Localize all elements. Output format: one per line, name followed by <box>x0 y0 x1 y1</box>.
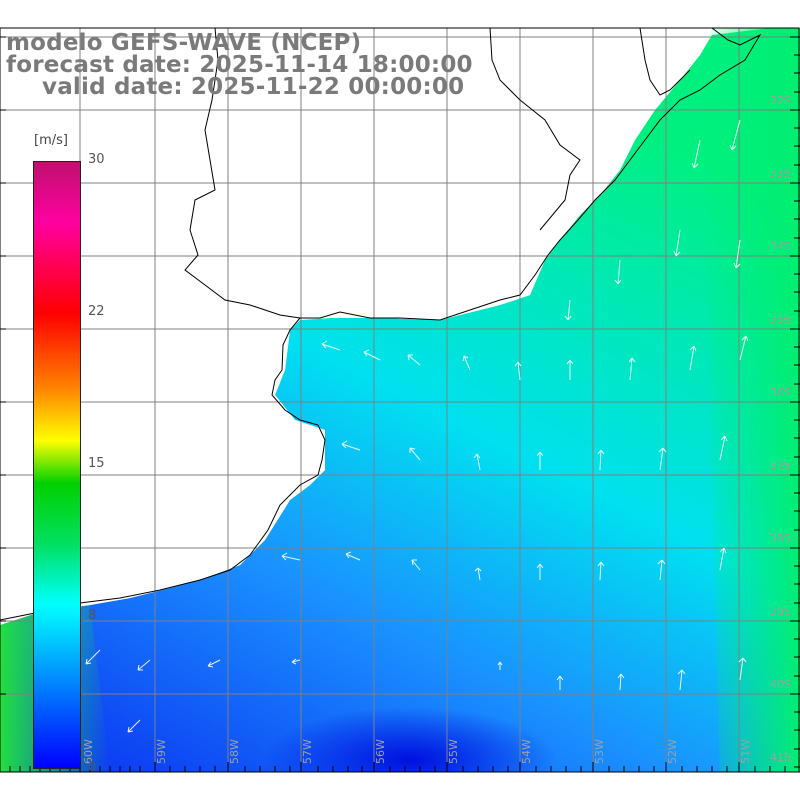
title-model: modelo GEFS-WAVE (NCEP) <box>6 30 362 56</box>
lon-label: 59W <box>155 739 168 764</box>
axis-ticks <box>0 36 800 773</box>
lat-label: 37S <box>770 459 791 472</box>
lat-labels: 32S 33S 34S 35S 36S 37S 38S 39S 40S 41S <box>770 94 791 764</box>
lat-label: 39S <box>770 605 791 618</box>
lat-label: 38S <box>770 532 791 545</box>
lon-labels: 60W 59W 58W 57W 56W 55W 54W 53W 52W 51W <box>82 739 752 764</box>
lon-label: 54W <box>520 739 533 764</box>
coastline <box>0 27 762 621</box>
legend-tick: 30 <box>88 152 105 167</box>
lon-label: 52W <box>666 739 679 764</box>
legend-tick: 22 <box>88 304 105 319</box>
colorbar <box>33 161 81 769</box>
lat-label: 34S <box>770 240 791 253</box>
lon-label: 57W <box>301 739 314 764</box>
lat-label: 41S <box>770 751 791 764</box>
lat-label: 33S <box>770 167 791 180</box>
title-valid-date: valid date: 2025-11-22 00:00:00 <box>42 74 465 100</box>
lat-label: 36S <box>770 386 791 399</box>
lat-label: 40S <box>770 678 791 691</box>
title-forecast-date: forecast date: 2025-11-14 18:00:00 <box>6 52 473 78</box>
lon-label: 58W <box>228 739 241 764</box>
lon-label: 53W <box>593 739 606 764</box>
lon-label: 56W <box>374 739 387 764</box>
lon-label: 51W <box>739 739 752 764</box>
lon-label: 60W <box>82 739 95 764</box>
lon-label: 55W <box>447 739 460 764</box>
lat-label: 35S <box>770 313 791 326</box>
legend-unit: [m/s] <box>34 133 68 148</box>
lat-label: 32S <box>770 94 791 107</box>
legend-tick: 0 <box>88 760 97 775</box>
land-area <box>0 28 712 625</box>
legend-tick: 8 <box>88 608 97 623</box>
legend-tick: 15 <box>88 456 105 471</box>
